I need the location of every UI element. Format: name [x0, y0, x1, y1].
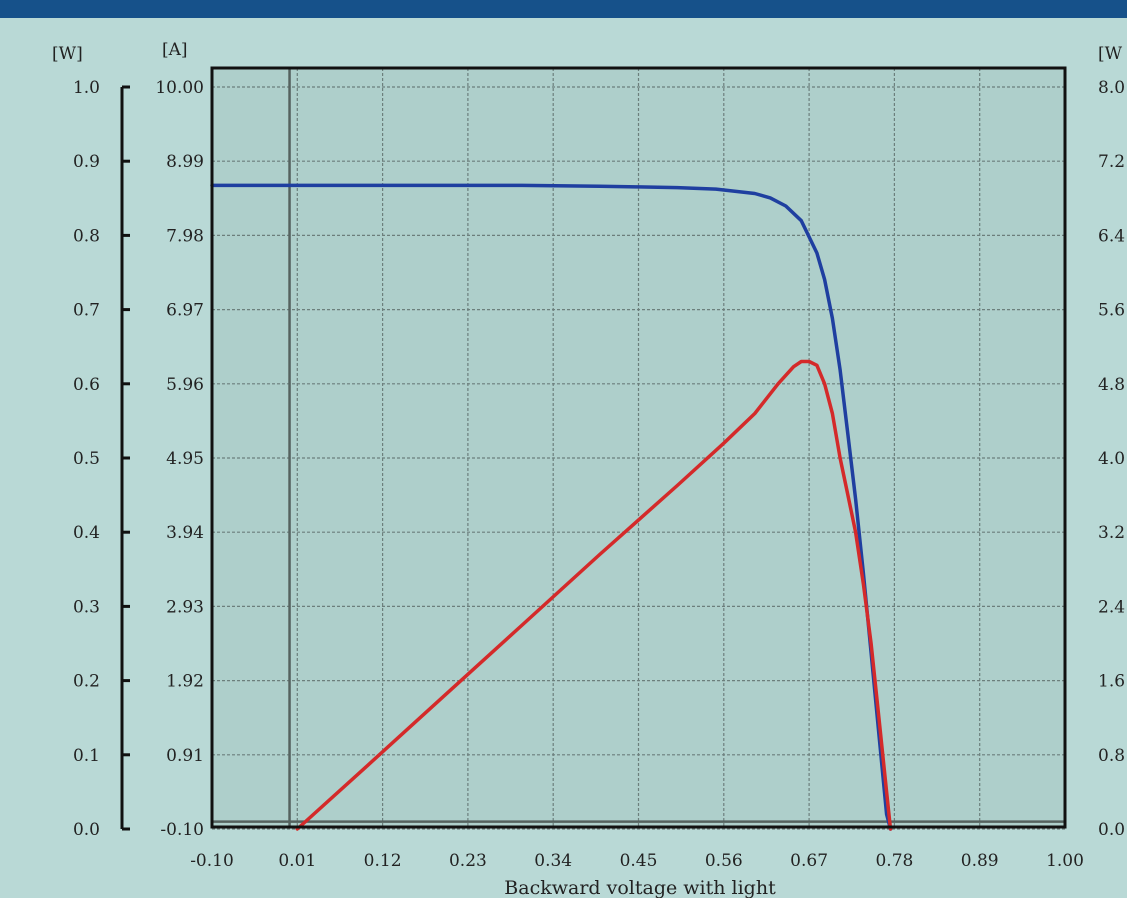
- left-inner-tick-label: 1.92: [166, 672, 204, 692]
- right-tick-label: 4.8: [1098, 375, 1125, 395]
- axes-layer: 0.0 0.1 0.2 0.3 0.4 0.5 0.6 0.7 0.8 0.9 1.0 -0.10 0.…: [73, 78, 1125, 871]
- left-inner-tick-label: 0.91: [166, 746, 204, 766]
- left-outer-tick-label: 0.1: [73, 746, 100, 766]
- left-inner-tick-label: 5.96: [166, 375, 204, 395]
- left-inner-tick-label: 8.99: [166, 152, 204, 172]
- plot-frame: [210, 66, 1067, 829]
- right-tick-label: 0.8: [1098, 746, 1125, 766]
- x-tick-label: 1.00: [1046, 851, 1084, 871]
- left-inner-tick-label: 6.97: [166, 301, 204, 321]
- right-tick-label: 6.4: [1098, 226, 1125, 246]
- right-tick-label: 1.6: [1098, 672, 1125, 692]
- left-inner-tick-label: 7.98: [166, 226, 204, 246]
- left-outer-tick-label: 0.7: [73, 301, 100, 321]
- right-tick-label: 2.4: [1098, 597, 1125, 617]
- left-outer-tick-label: 0.5: [73, 449, 100, 469]
- x-tick-label: -0.10: [190, 851, 234, 871]
- x-tick-label: 0.01: [278, 851, 316, 871]
- header-bar: [0, 0, 1127, 18]
- left-outer-tick-label: 0.9: [73, 152, 100, 172]
- left-outer-tick-label: 0.2: [73, 672, 100, 692]
- left-inner-axis-unit: [A]: [162, 40, 188, 60]
- left-outer-axis-unit: [W]: [52, 44, 83, 64]
- x-tick-label: 0.67: [790, 851, 828, 871]
- left-outer-tick-label: 0.4: [73, 523, 100, 543]
- left-inner-tick-label: 10.00: [155, 78, 204, 98]
- right-tick-label: 4.0: [1098, 449, 1125, 469]
- left-inner-tick-label: 4.95: [166, 449, 204, 469]
- x-tick-label: 0.89: [961, 851, 999, 871]
- right-tick-label: 8.0: [1098, 78, 1125, 98]
- left-inner-tick-label: 3.94: [166, 523, 204, 543]
- right-tick-label: 3.2: [1098, 523, 1125, 543]
- right-tick-label: 7.2: [1098, 152, 1125, 172]
- left-outer-tick-label: 0.6: [73, 375, 100, 395]
- x-tick-label: 0.45: [620, 851, 658, 871]
- power-curve: [295, 359, 893, 831]
- right-axis-unit: [W: [1098, 44, 1123, 64]
- left-inner-tick-label: -0.10: [160, 820, 204, 840]
- x-tick-label: 0.34: [534, 851, 572, 871]
- left-inner-tick-label: 2.93: [166, 597, 204, 617]
- x-tick-label: 0.56: [705, 851, 743, 871]
- x-tick-label: 0.23: [449, 851, 487, 871]
- left-outer-tick-label: 0.0: [73, 820, 100, 840]
- x-tick-label: 0.12: [364, 851, 402, 871]
- x-tick-label: 0.78: [875, 851, 913, 871]
- left-outer-tick-label: 1.0: [73, 78, 100, 98]
- x-axis-label: Backward voltage with light: [504, 877, 776, 898]
- series-layer: [210, 183, 893, 831]
- left-outer-tick-label: 0.3: [73, 597, 100, 617]
- zero-reference-lines: [212, 68, 1065, 827]
- right-tick-label: 0.0: [1098, 820, 1125, 840]
- right-tick-label: 5.6: [1098, 301, 1125, 321]
- left-outer-tick-label: 0.8: [73, 226, 100, 246]
